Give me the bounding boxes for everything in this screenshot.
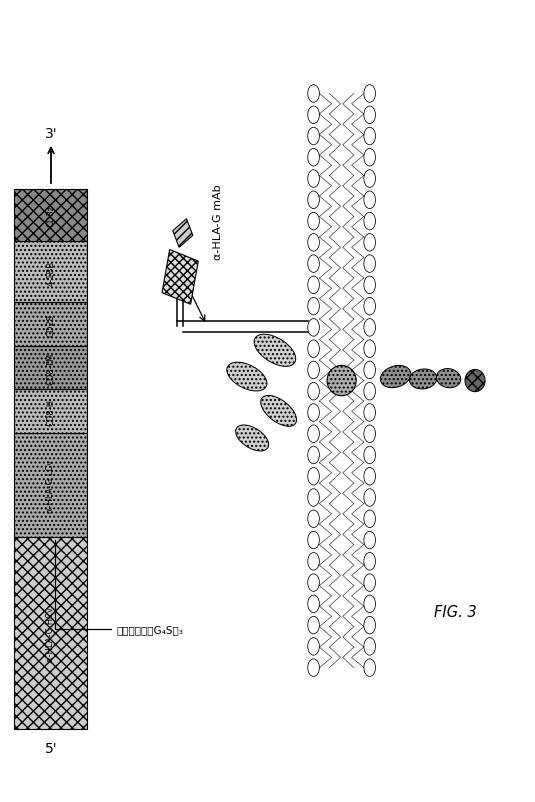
Text: 3': 3' (44, 127, 57, 140)
Ellipse shape (261, 396, 296, 427)
Text: CD8-H: CD8-H (47, 398, 56, 425)
Bar (14, 346, 88, 390)
Text: α-HLA-G LCv: α-HLA-G LCv (47, 459, 56, 512)
Bar (14, 303, 88, 346)
Ellipse shape (409, 370, 437, 390)
Polygon shape (162, 250, 198, 305)
Text: CD8-TM: CD8-TM (47, 352, 56, 384)
Polygon shape (173, 220, 193, 248)
Text: CD3z: CD3z (47, 205, 56, 227)
Ellipse shape (235, 425, 269, 452)
Ellipse shape (327, 366, 356, 396)
Text: リンカー：（G₄S）₃: リンカー：（G₄S）₃ (55, 541, 184, 634)
Ellipse shape (227, 363, 267, 391)
Bar (14, 242, 88, 303)
Text: 4-1BB: 4-1BB (47, 260, 56, 286)
Text: 5': 5' (44, 741, 57, 755)
Ellipse shape (254, 334, 296, 367)
Text: α-HLA-G HCv: α-HLA-G HCv (47, 606, 56, 661)
Bar (14, 538, 88, 729)
Bar (14, 390, 88, 433)
Bar (14, 433, 88, 538)
Text: CD28: CD28 (47, 314, 56, 336)
Ellipse shape (380, 366, 411, 388)
Text: FIG. 3: FIG. 3 (434, 605, 477, 620)
Text: α-HLA-G mAb: α-HLA-G mAb (213, 184, 223, 260)
Ellipse shape (465, 370, 485, 392)
Ellipse shape (437, 369, 461, 388)
Bar (14, 190, 88, 242)
